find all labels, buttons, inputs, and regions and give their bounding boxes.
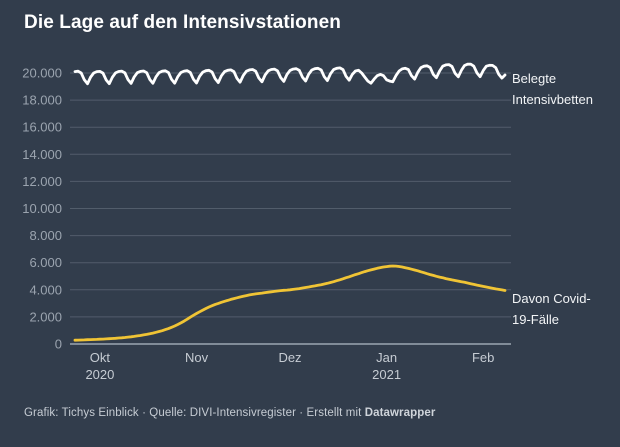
y-tick-label: 10.000 — [22, 201, 62, 216]
attribution-footer: Grafik: Tichys Einblick · Quelle: DIVI-I… — [24, 407, 435, 419]
footer-text: Grafik: Tichys Einblick · Quelle: DIVI-I… — [24, 407, 365, 419]
y-tick-label: 16.000 — [22, 120, 62, 135]
series-line-covid — [73, 264, 507, 342]
y-tick-label: 6.000 — [29, 255, 62, 270]
x-tick-label: Okt — [90, 350, 111, 365]
y-tick-label: 8.000 — [29, 228, 62, 243]
x-tick-label: Feb — [472, 350, 494, 365]
x-tick-year-label: 2021 — [372, 367, 401, 382]
x-tick-label: Dez — [278, 350, 301, 365]
y-tick-label: 0 — [55, 337, 62, 352]
y-tick-label: 18.000 — [22, 93, 62, 108]
y-tick-label: 14.000 — [22, 147, 62, 162]
y-tick-label: 4.000 — [29, 282, 62, 297]
x-tick-label: Jan — [376, 350, 397, 365]
series-label-covid: Davon Covid-19-Fälle — [512, 291, 591, 327]
series-line-beds — [73, 62, 507, 86]
page-title: Die Lage auf den Intensivstationen — [24, 12, 341, 33]
footer-bold-text: Datawrapper — [364, 407, 436, 419]
x-tick-year-label: 2020 — [85, 367, 114, 382]
y-tick-label: 20.000 — [22, 66, 62, 81]
y-tick-label: 2.000 — [29, 309, 62, 324]
x-tick-label: Nov — [185, 350, 209, 365]
y-tick-label: 12.000 — [22, 174, 62, 189]
series-label-beds: Belegte Intensivbetten — [512, 71, 593, 107]
